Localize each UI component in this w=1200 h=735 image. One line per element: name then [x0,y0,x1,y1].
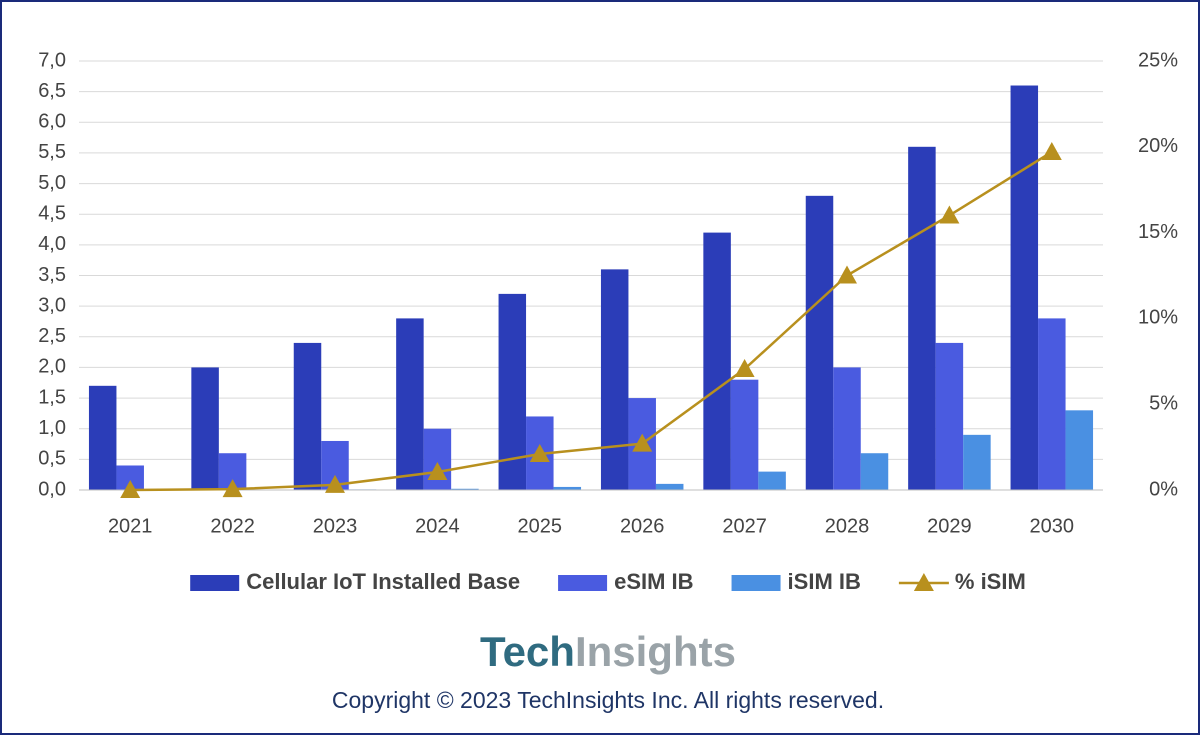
x-tick-label: 2026 [620,515,665,537]
plot: 0,0 0,5 1,0 1,5 2,0 2,5 3,0 3,5 4,0 4,5 5,0 5,5 6,0 6… [38,49,1178,594]
bar [396,318,424,490]
y2-tick-label: 20% [1138,135,1178,157]
x-tick-label: 2028 [825,515,870,537]
bar [1065,410,1094,490]
y-tick-label: 0,0 [38,478,66,500]
y-tick-label: 7,0 [38,49,66,71]
y-tick-label: 2,0 [38,356,66,378]
bar [833,367,861,490]
y2-tick-label: 15% [1138,221,1178,243]
legend-label: % iSIM [955,569,1026,594]
y-tick-label: 1,0 [38,417,66,439]
marker [734,359,755,378]
marker [837,265,857,284]
legend-label: eSIM IB [614,569,693,594]
bar [451,488,479,490]
x-tick-label: 2023 [313,515,358,537]
bar [703,232,731,490]
x-tick-label: 2030 [1030,515,1075,537]
legend-swatch [731,575,781,591]
bar [908,146,936,491]
bar [191,367,219,490]
bar [935,342,964,490]
bar [758,471,786,490]
y2-tick-label: 5% [1149,392,1178,414]
logo-insights: Insights [575,628,736,675]
marker [632,433,653,452]
x-tick-label: 2025 [518,515,563,537]
y-tick-label: 5,0 [38,172,66,194]
y2-tick-label: 10% [1138,307,1178,329]
y-tick-label: 3,0 [38,294,66,316]
y-tick-label: 5,5 [38,141,66,163]
y-tick-label: 4,5 [38,202,66,224]
x-tick-label: 2021 [108,515,153,537]
x-tick-label: 2024 [415,515,460,537]
bar [655,483,684,490]
line [130,150,1053,492]
marker [120,480,141,498]
marker [427,461,448,480]
logo: TechInsights [480,628,736,675]
logo-tech: Tech [480,628,575,675]
x-tick-label: 2022 [210,515,255,537]
y-tick-label: 1,5 [38,386,66,408]
marker [325,474,345,493]
bar [860,453,889,490]
y-tick-label: 6,0 [38,111,66,133]
legend-swatch [190,575,240,591]
y-tick-label: 3,5 [38,264,66,286]
marker [529,443,550,462]
y-tick-label: 2,5 [38,325,66,347]
x-tick-label: 2027 [722,515,767,537]
bar [88,385,117,490]
y2-tick-label: 25% [1138,49,1178,71]
marker [939,205,960,224]
legend-label: Cellular IoT Installed Base [246,569,520,594]
bar [423,428,452,490]
y-tick-label: 4,0 [38,233,66,255]
bar [1010,85,1039,490]
marker [1041,141,1062,160]
bar [553,486,582,490]
y-tick-label: 6,5 [38,80,66,102]
bar [963,434,991,490]
bar [805,195,834,491]
bar [1038,318,1066,490]
y2-tick-label: 0% [1149,478,1178,500]
x-tick-label: 2029 [927,515,972,537]
marker [222,479,243,498]
copyright: Copyright © 2023 TechInsights Inc. All r… [332,687,884,713]
legend-label: iSIM IB [788,569,861,594]
bar [600,269,629,490]
y-tick-label: 0,5 [38,448,66,470]
bar [730,379,759,490]
legend-swatch [558,575,608,591]
bar [293,342,322,490]
legend-marker [913,573,934,591]
